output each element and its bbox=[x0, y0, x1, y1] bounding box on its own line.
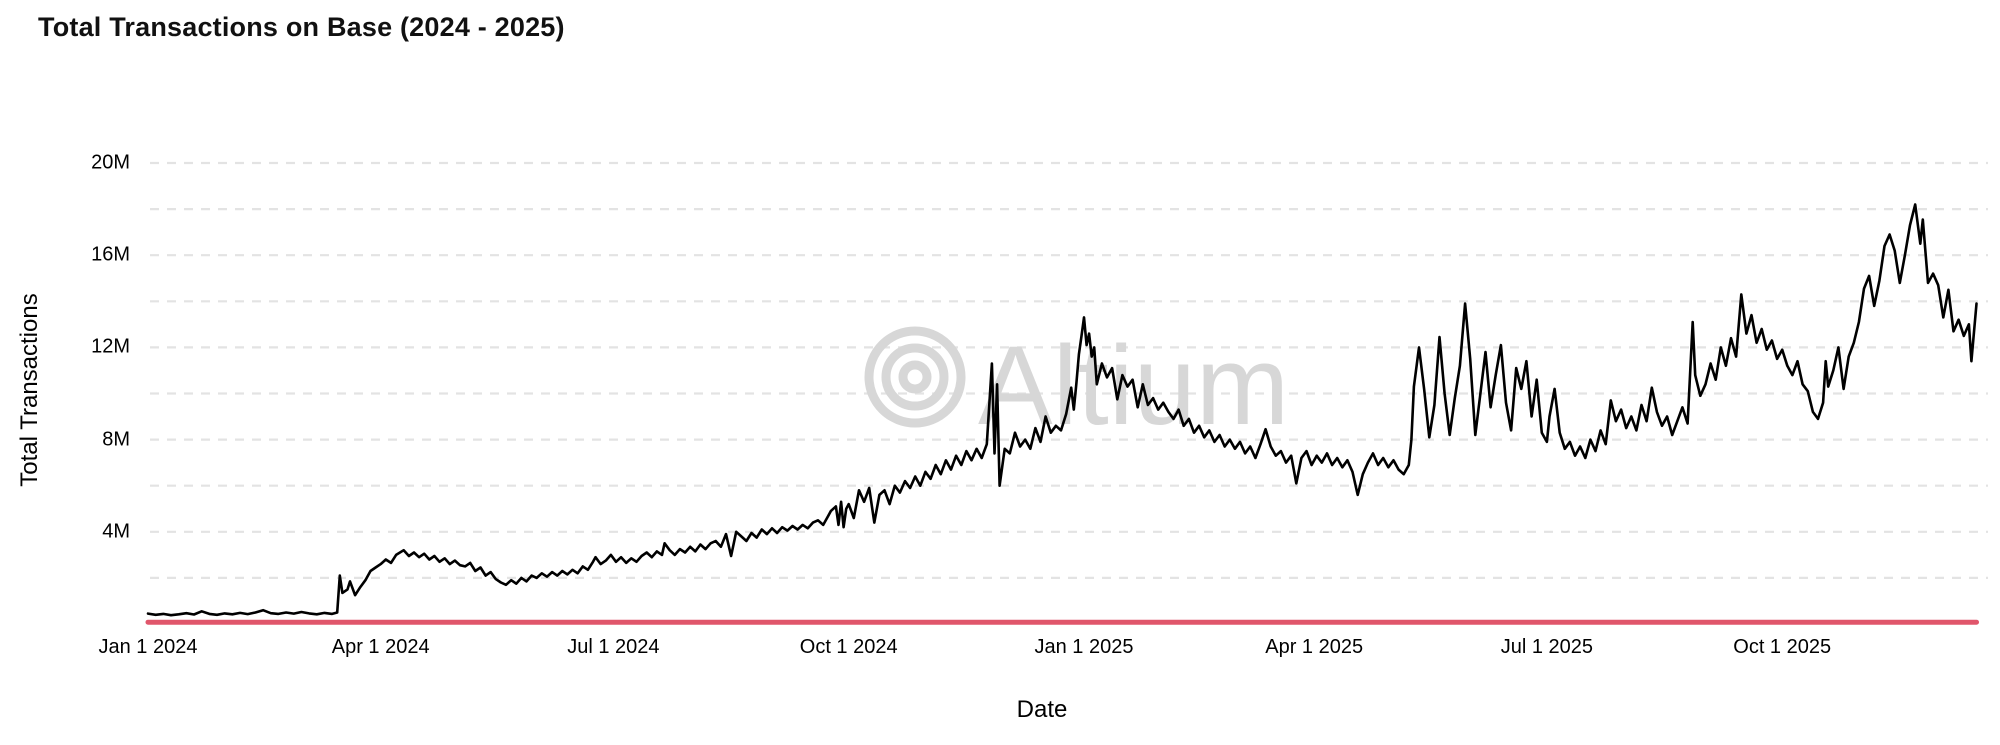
x-tick-label: Oct 1 2025 bbox=[1733, 636, 1832, 658]
x-tick-label: Jul 1 2025 bbox=[1500, 636, 1594, 658]
y-tick-label: 20M bbox=[91, 151, 130, 174]
watermark-logo-icon bbox=[864, 326, 966, 428]
y-tick-label: 12M bbox=[91, 335, 130, 358]
x-tick-label: Jan 1 2025 bbox=[1034, 636, 1134, 658]
y-tick-label: 16M bbox=[91, 243, 130, 266]
page-title: Total Transactions on Base (2024 - 2025) bbox=[38, 12, 565, 42]
x-tick-label: Apr 1 2025 bbox=[1265, 636, 1364, 658]
x-tick-label: Jul 1 2024 bbox=[567, 636, 660, 658]
gridlines bbox=[150, 161, 1988, 580]
main-series-line bbox=[146, 203, 1978, 617]
x-tick-label: Apr 1 2024 bbox=[331, 636, 430, 658]
y-tick-label: 4M bbox=[102, 520, 130, 543]
watermark: Altium bbox=[864, 323, 1289, 448]
y-tick-label: 8M bbox=[102, 428, 130, 451]
x-axis-title: Date bbox=[1016, 696, 1068, 723]
x-tick-label: Jan 1 2024 bbox=[98, 636, 198, 658]
x-tick-label: Oct 1 2024 bbox=[799, 636, 898, 658]
